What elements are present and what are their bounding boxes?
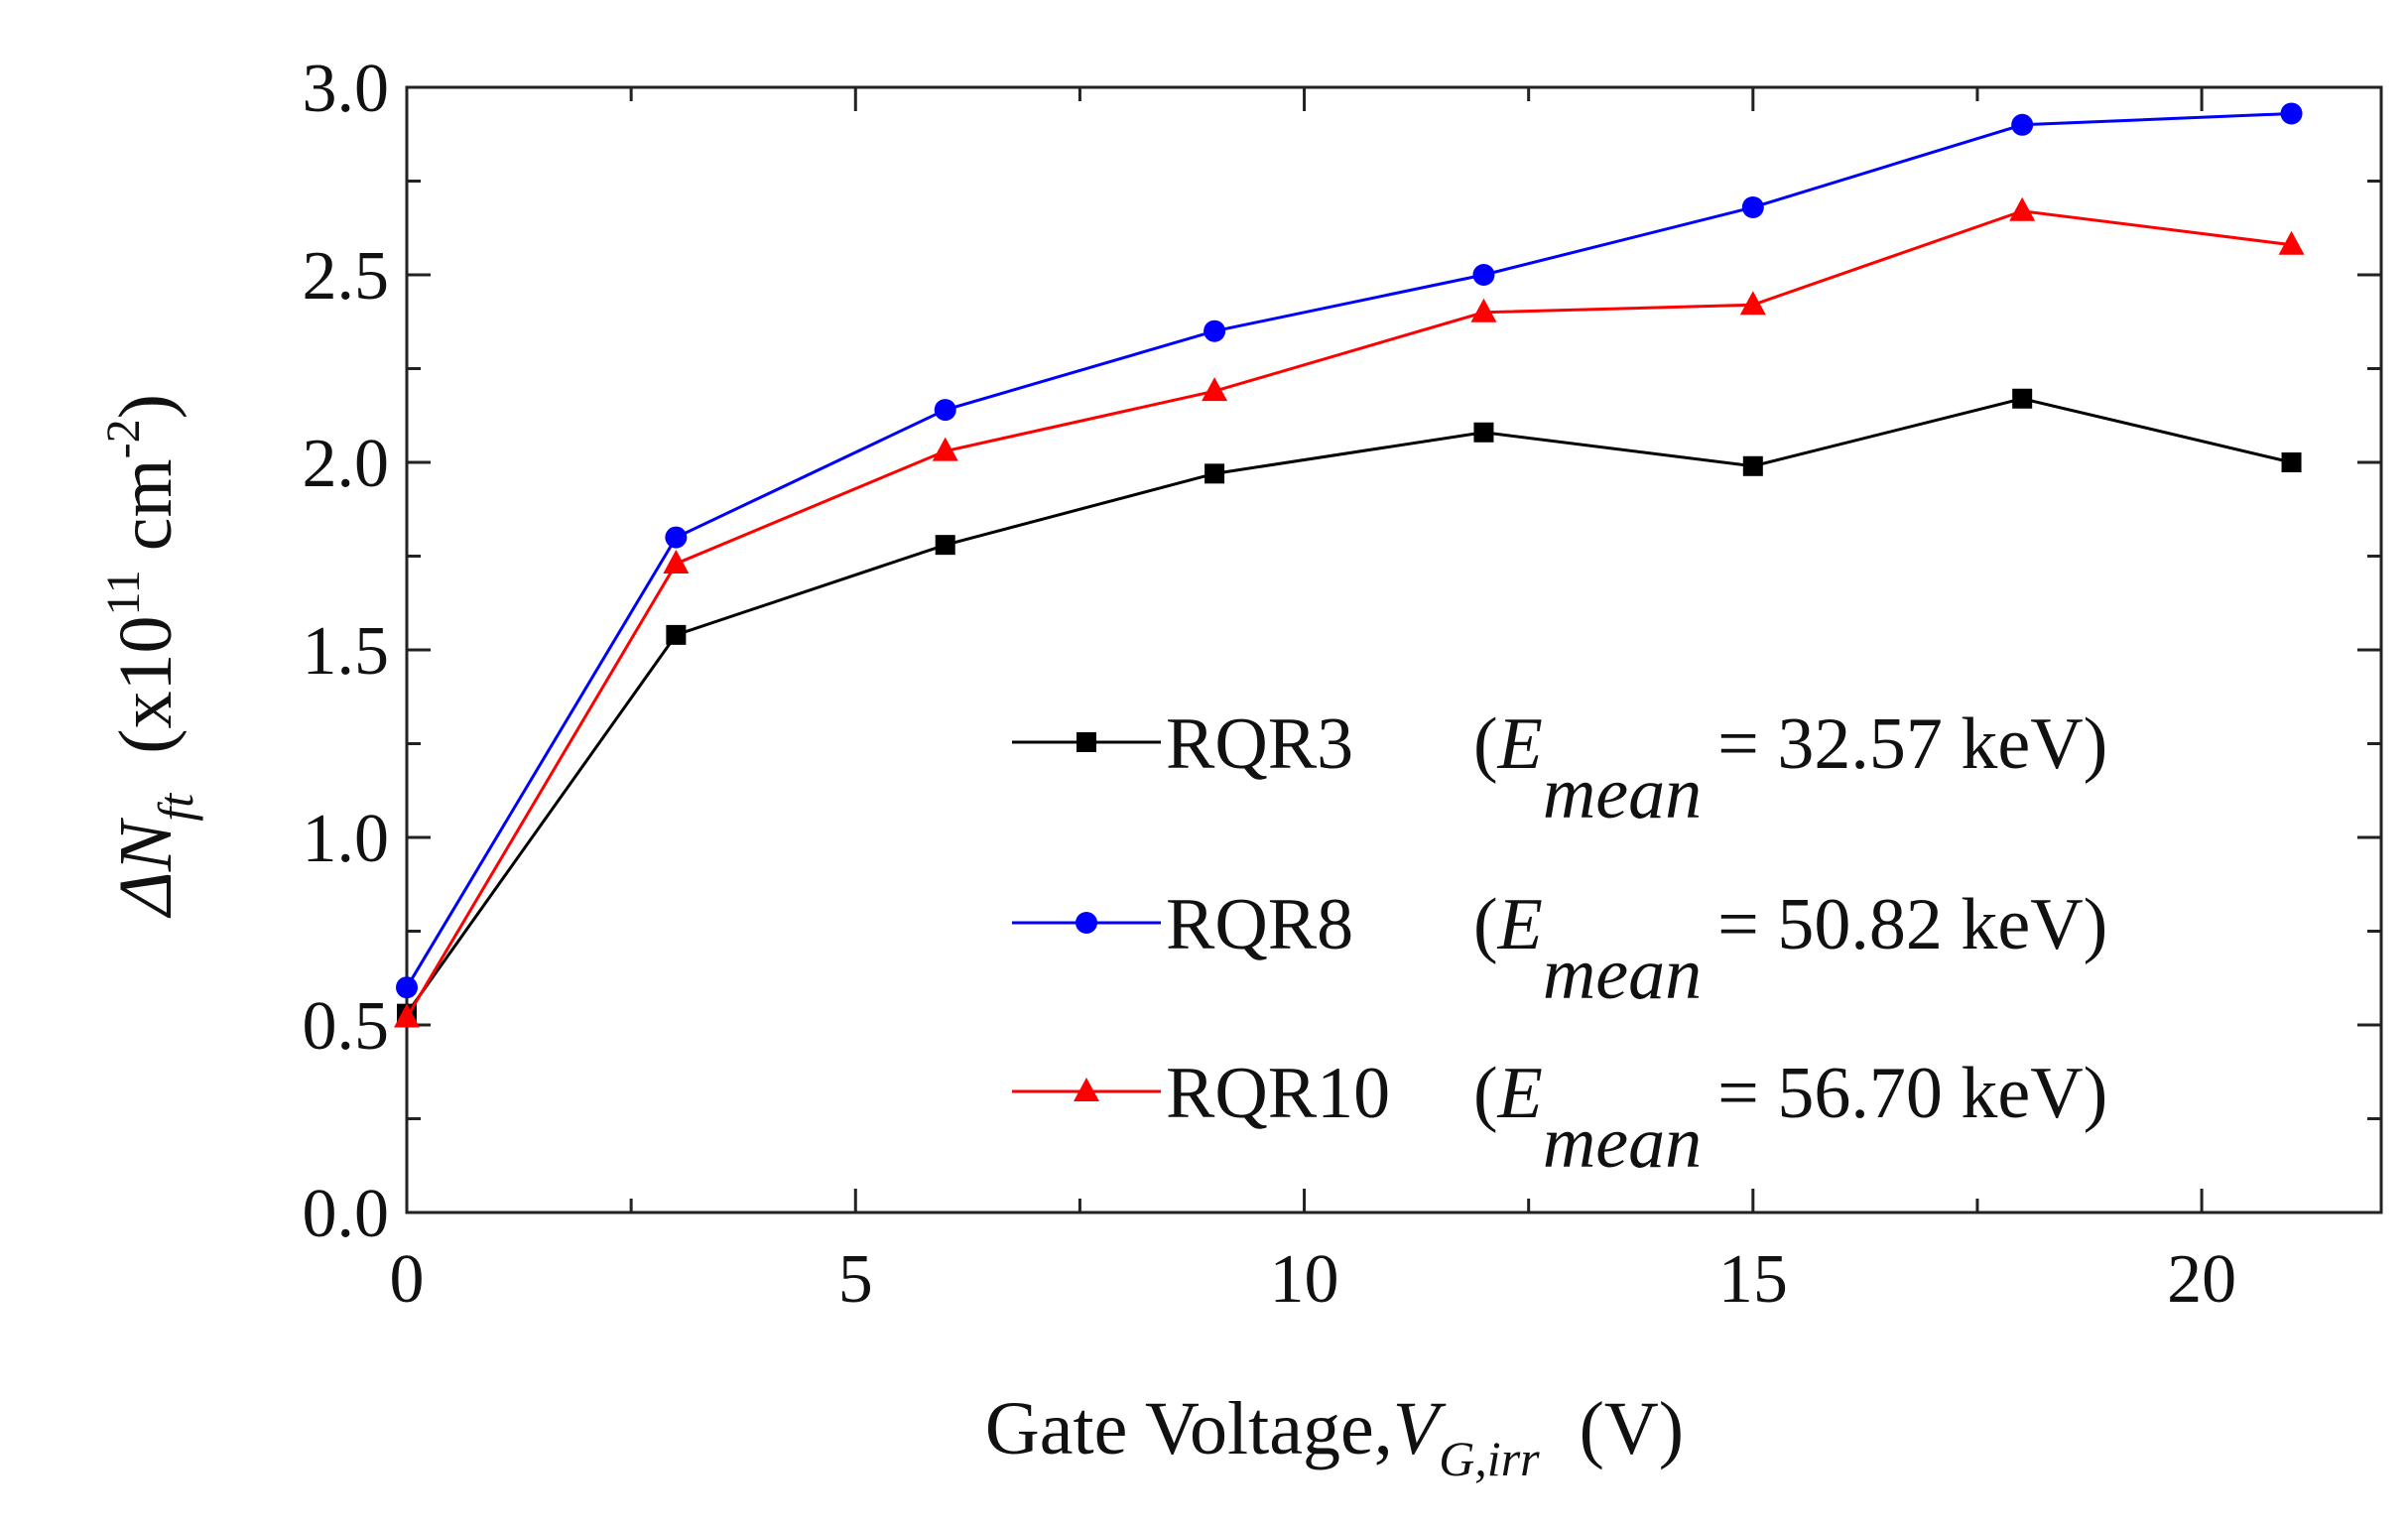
- legend-label: RQR10 (Emean= 56.70 keV): [1166, 1053, 2107, 1184]
- y-tick-label: 0.5: [303, 988, 390, 1065]
- data-point-rqr3: [2281, 452, 2302, 472]
- x-tick-label: 10: [1270, 1241, 1339, 1318]
- legend-energy-value: = 50.82 keV): [1717, 884, 2107, 965]
- data-point-rqr8: [396, 976, 418, 999]
- legend-energy-symbol: E: [1497, 1053, 1543, 1134]
- x-tick-label: 15: [1718, 1241, 1788, 1318]
- data-point-rqr10: [1739, 291, 1766, 316]
- data-point-rqr10: [2009, 196, 2036, 221]
- legend-energy-subscript: mean: [1543, 934, 1702, 1015]
- series-rqr8: [396, 102, 2303, 999]
- legend-paren-open: (: [1473, 703, 1498, 785]
- y-axis-ticks: 0.0 0.5 1.0 1.5 2.0 2.5 3.0: [303, 51, 2381, 1252]
- y-axis-title-delta: ΔN: [104, 817, 188, 919]
- data-point-rqr3: [1742, 455, 1763, 476]
- series-line-rqr8: [405, 111, 2292, 988]
- y-axis-title-exp2: -2: [97, 419, 150, 458]
- legend-series-name: RQR3: [1166, 703, 1353, 785]
- series-line-rqr10: [405, 209, 2292, 1019]
- y-axis-title-sub: ft: [148, 793, 203, 822]
- plot-border: [405, 85, 2383, 1214]
- series-rqr3: [397, 388, 2302, 1024]
- legend-series-name: RQR8: [1166, 884, 1353, 965]
- data-point-rqr10: [1470, 298, 1497, 322]
- data-point-rqr10: [663, 550, 690, 574]
- series-layer: [394, 102, 2305, 1028]
- y-axis-title: ΔNft (x1011 cm-2): [97, 394, 203, 919]
- data-point-rqr8: [2011, 113, 2034, 136]
- data-point-rqr10: [1202, 377, 1228, 402]
- legend-energy-value: = 56.70 keV): [1717, 1053, 2107, 1134]
- legend-series-name: RQR10: [1166, 1053, 1390, 1134]
- x-tick-label: 5: [838, 1241, 873, 1318]
- x-axis-ticks: 0 5 10 15 20: [390, 87, 2236, 1318]
- legend-marker: [1077, 732, 1096, 752]
- x-tick-label: 0: [390, 1241, 425, 1318]
- legend: RQR3 (Emean= 32.57 keV)RQR8 (Emean= 50.82 …: [1012, 703, 2107, 1184]
- data-point-rqr8: [1741, 195, 1764, 218]
- y-tick-label: 3.0: [303, 51, 390, 127]
- y-axis-title-unit-close: ): [104, 394, 188, 419]
- series-rqr10: [394, 196, 2305, 1028]
- legend-marker: [1076, 912, 1097, 934]
- legend-energy-subscript: mean: [1543, 753, 1702, 834]
- legend-item-rqr8: RQR8 (Emean= 50.82 keV): [1012, 884, 2107, 1015]
- data-point-rqr3: [1204, 463, 1225, 484]
- x-axis-title: Gate Voltage,VG,irr (V): [985, 1387, 1684, 1486]
- data-point-rqr3: [2012, 388, 2033, 409]
- data-point-rqr8: [665, 526, 688, 549]
- y-tick-label: 0.0: [303, 1176, 390, 1252]
- x-axis-title-unit: (V): [1580, 1387, 1685, 1470]
- data-point-rqr8: [1472, 264, 1495, 286]
- legend-item-rqr3: RQR3 (Emean= 32.57 keV): [1012, 703, 2107, 834]
- plot-frame: [405, 85, 2383, 1214]
- y-tick-label: 2.0: [303, 426, 390, 502]
- data-point-rqr8: [934, 399, 956, 422]
- y-tick-label: 2.5: [303, 238, 390, 315]
- data-point-rqr10: [2278, 230, 2305, 255]
- x-tick-label: 20: [2167, 1241, 2236, 1318]
- legend-energy-symbol: E: [1497, 884, 1543, 965]
- data-point-rqr3: [935, 535, 955, 556]
- y-axis-title-unit-mid: cm: [104, 458, 188, 570]
- data-point-rqr3: [1473, 422, 1494, 443]
- series-line-rqr3: [405, 397, 2292, 1015]
- legend-paren-open: (: [1473, 884, 1498, 965]
- y-tick-label: 1.5: [303, 613, 390, 690]
- data-point-rqr3: [666, 624, 687, 645]
- data-point-rqr8: [2280, 102, 2303, 125]
- y-tick-label: 1.0: [303, 801, 390, 877]
- x-axis-title-sub: G,irr: [1439, 1431, 1540, 1486]
- legend-marker: [1074, 1078, 1099, 1101]
- x-axis-title-var: V: [1393, 1387, 1447, 1470]
- legend-label: RQR3 (Emean= 32.57 keV): [1166, 703, 2107, 834]
- legend-label: RQR8 (Emean= 50.82 keV): [1166, 884, 2107, 1015]
- y-axis-title-unit-open: (x10: [104, 615, 188, 753]
- data-point-rqr8: [1204, 319, 1226, 342]
- data-point-rqr10: [932, 437, 958, 461]
- legend-energy-symbol: E: [1497, 703, 1543, 785]
- y-axis-title-exp1: 11: [97, 570, 150, 615]
- data-point-rqr10: [394, 1003, 420, 1028]
- legend-energy-subscript: mean: [1543, 1102, 1702, 1184]
- legend-energy-value: = 32.57 keV): [1717, 703, 2107, 785]
- x-axis-title-main: Gate Voltage,: [985, 1387, 1393, 1470]
- legend-item-rqr10: RQR10 (Emean= 56.70 keV): [1012, 1053, 2107, 1184]
- legend-paren-open: (: [1473, 1053, 1498, 1134]
